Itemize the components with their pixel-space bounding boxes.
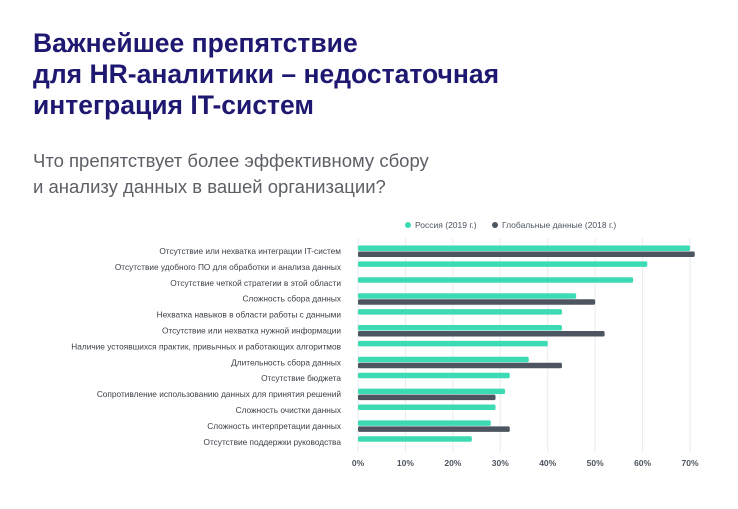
x-tick-label: 70% bbox=[681, 458, 698, 468]
page-title: Важнейшее препятствие для HR-аналитики –… bbox=[33, 28, 713, 121]
bar-russia bbox=[358, 261, 648, 267]
category-label: Отсутствие или нехватка нужной информаци… bbox=[162, 326, 341, 336]
bar-global bbox=[358, 331, 605, 337]
category-label: Отсутствие удобного ПО для обработки и а… bbox=[115, 262, 342, 272]
category-label: Отсутствие или нехватка интеграции IT-си… bbox=[159, 246, 341, 256]
bar-global bbox=[358, 251, 695, 257]
category-label: Наличие устоявшихся практик, привычных и… bbox=[71, 341, 341, 351]
category-label: Отсутствие бюджета bbox=[261, 373, 341, 383]
category-label: Нехватка навыков в области работы с данн… bbox=[157, 310, 342, 320]
category-label: Отсутствие поддержки руководства bbox=[203, 437, 341, 447]
category-label: Отсутствие четкой стратегии в этой облас… bbox=[170, 278, 341, 288]
x-tick-label: 10% bbox=[397, 458, 414, 468]
page-subtitle: Что препятствует более эффективному сбор… bbox=[33, 148, 713, 200]
bar-russia bbox=[358, 420, 491, 426]
legend-swatch bbox=[405, 222, 411, 228]
x-tick-label: 60% bbox=[634, 458, 651, 468]
subtitle-line-1: Что препятствует более эффективному сбор… bbox=[33, 150, 429, 171]
x-tick-label: 40% bbox=[539, 458, 556, 468]
title-line-3: интеграция IT-систем bbox=[33, 90, 315, 120]
bar-russia bbox=[358, 277, 634, 283]
bar-russia bbox=[358, 340, 548, 347]
bar-russia bbox=[358, 436, 472, 442]
legend-label: Глобальные данные (2018 г.) bbox=[502, 220, 616, 230]
bar-russia bbox=[358, 325, 562, 331]
bar-global bbox=[358, 362, 562, 369]
bar-russia bbox=[358, 245, 690, 251]
subtitle-line-2: и анализу данных в вашей организации? bbox=[33, 176, 386, 197]
x-tick-label: 30% bbox=[492, 458, 509, 468]
x-tick-label: 0% bbox=[352, 458, 365, 468]
x-tick-label: 50% bbox=[587, 458, 604, 468]
bar-russia bbox=[358, 293, 577, 299]
bar-russia bbox=[358, 404, 496, 410]
bar-russia bbox=[358, 388, 506, 395]
category-label: Длительность сбора данных bbox=[231, 357, 342, 367]
title-line-1: Важнейшее препятствие bbox=[33, 28, 358, 58]
category-label: Сложность интерпретации данных bbox=[207, 421, 342, 431]
title-line-2: для HR-аналитики – недостаточная bbox=[33, 59, 500, 89]
legend-label: Россия (2019 г.) bbox=[415, 220, 477, 230]
bar-russia bbox=[358, 372, 510, 379]
bar-global bbox=[358, 426, 510, 432]
category-label: Сложность очистки данных bbox=[236, 405, 342, 415]
category-label: Сопротивление использованию данных для п… bbox=[97, 389, 342, 399]
x-tick-label: 20% bbox=[444, 458, 461, 468]
bar-russia bbox=[358, 356, 529, 363]
bar-global bbox=[358, 299, 596, 305]
bar-global bbox=[358, 394, 496, 401]
legend-swatch bbox=[492, 222, 498, 228]
bar-russia bbox=[358, 309, 562, 315]
category-label: Сложность сбора данных bbox=[242, 294, 341, 304]
